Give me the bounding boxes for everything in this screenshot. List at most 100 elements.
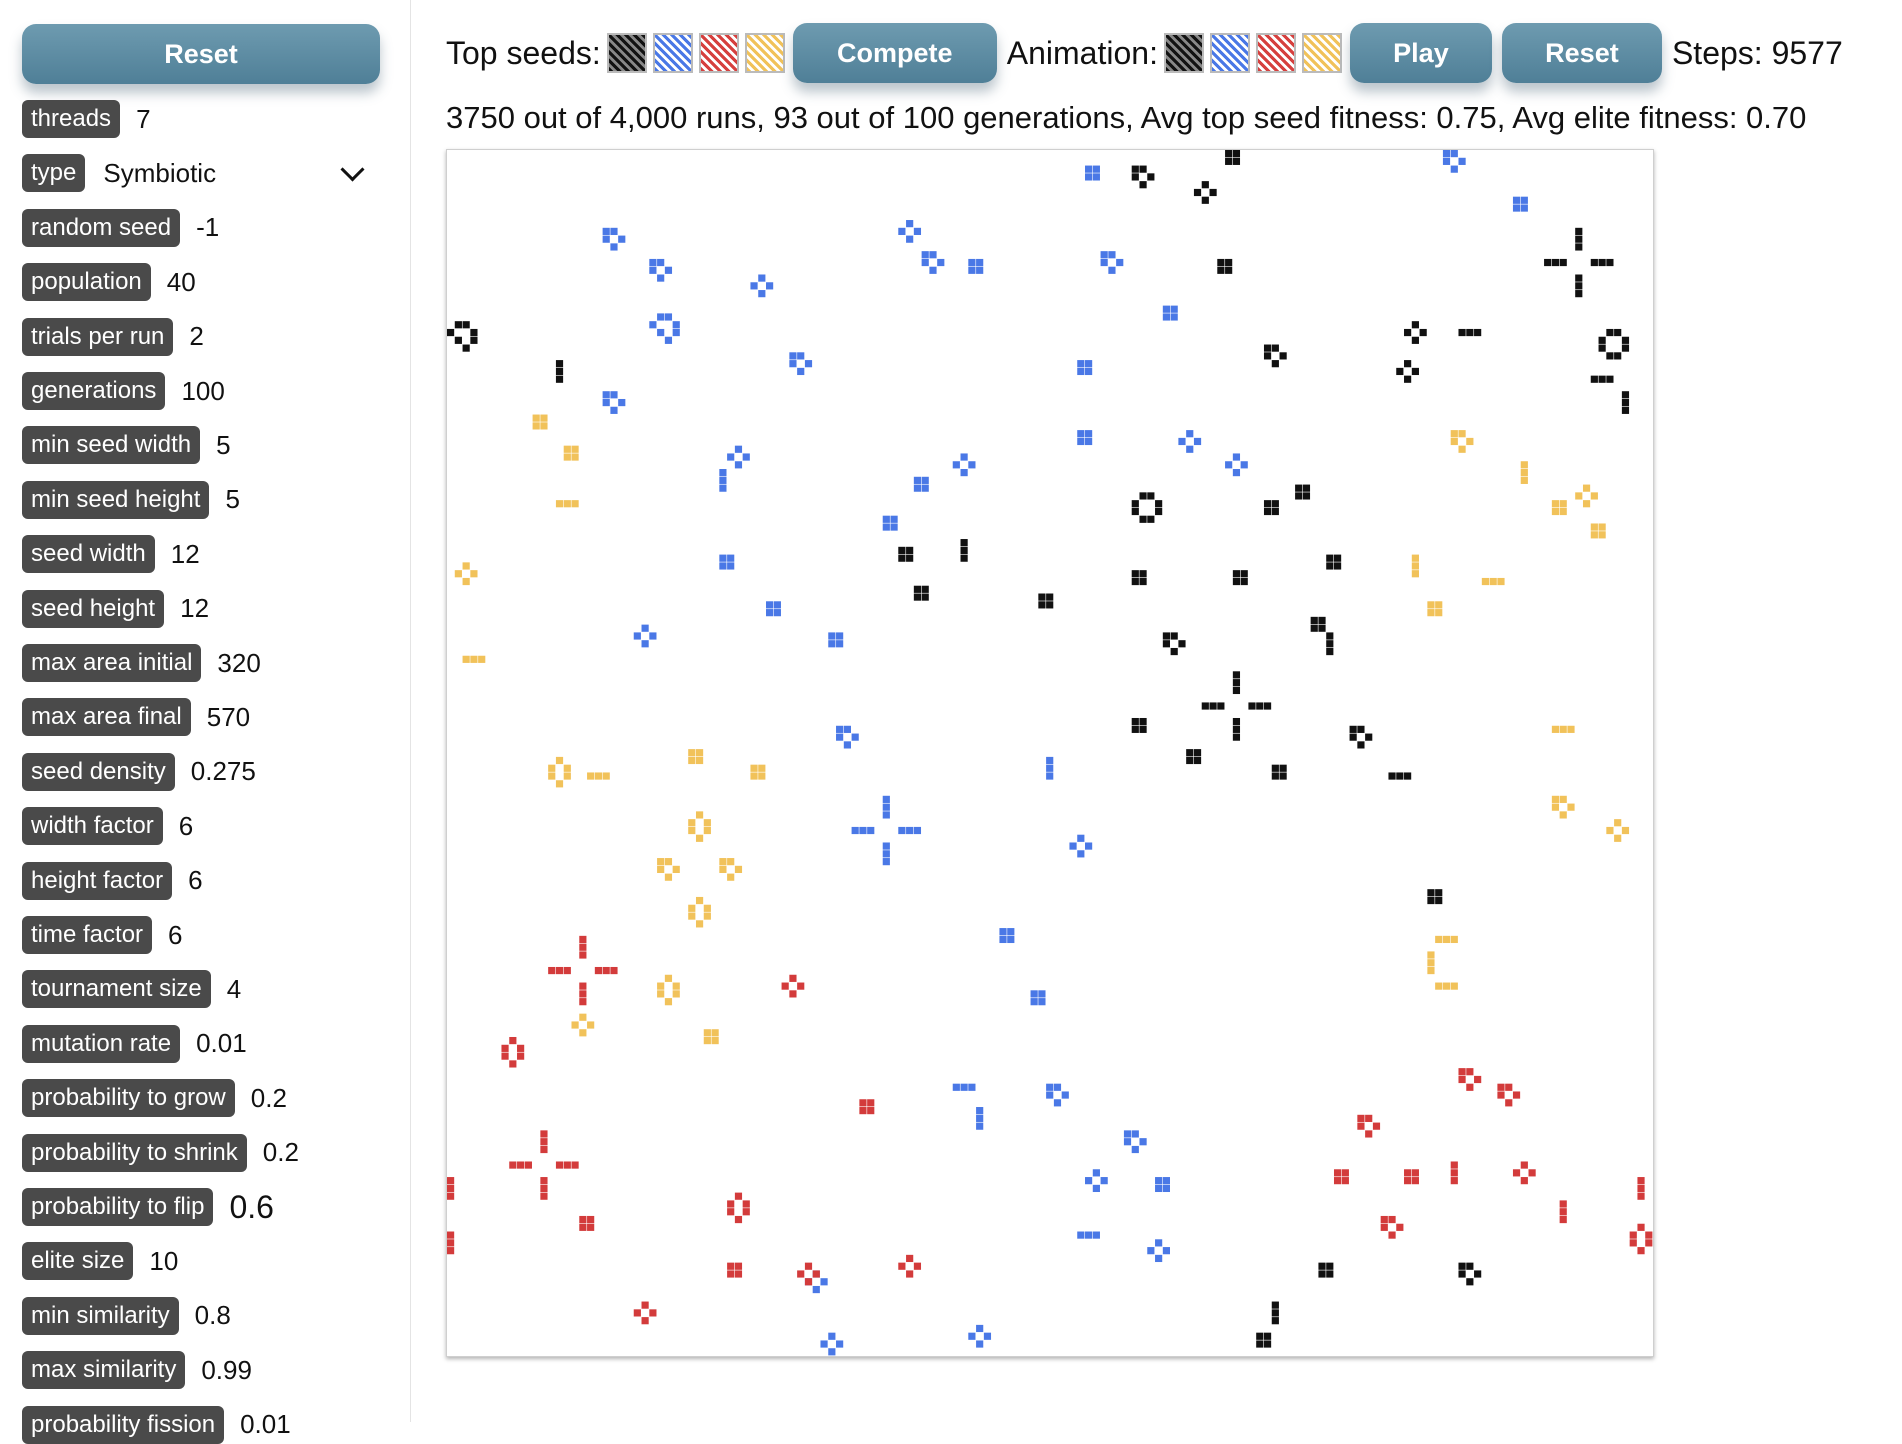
param-label-probability-to-shrink: probability to shrink [22, 1133, 247, 1172]
live-cell [579, 935, 587, 944]
live-cell [1396, 1223, 1404, 1231]
live-cell [1520, 461, 1528, 469]
simulation-board[interactable] [446, 149, 1654, 1357]
live-cell [1162, 313, 1170, 321]
live-cell [1427, 951, 1435, 959]
live-cell [672, 990, 680, 998]
pattern-blue-tub [750, 274, 774, 298]
live-cell [1637, 1184, 1645, 1193]
pattern-black-tub [1193, 181, 1217, 204]
param-value-probability-to-grow[interactable]: 0.2 [250, 1082, 287, 1113]
pattern-blue-block [828, 632, 844, 648]
live-cell [664, 313, 673, 321]
param-value-random-seed[interactable]: -1 [196, 212, 220, 243]
top-seed-yellow-thumbnail[interactable] [744, 33, 785, 73]
live-cell [594, 966, 603, 975]
param-value-max-area-initial[interactable]: 320 [217, 647, 261, 678]
param-value-height-factor[interactable]: 6 [188, 865, 203, 896]
live-cell [867, 1107, 875, 1115]
param-value-min-seed-width[interactable]: 5 [216, 429, 231, 460]
param-value-min-similarity[interactable]: 0.8 [194, 1300, 231, 1331]
top-seed-black-thumbnail[interactable] [606, 33, 647, 73]
live-cell [1053, 1099, 1062, 1107]
param-value-min-seed-height[interactable]: 5 [225, 484, 240, 515]
live-cell [657, 990, 665, 998]
param-value-probability-to-shrink[interactable]: 0.2 [262, 1137, 299, 1168]
type-select[interactable]: Symbiotic [103, 157, 373, 189]
live-cell [1139, 515, 1147, 523]
live-cell [1162, 1247, 1170, 1255]
param-value-mutation-rate[interactable]: 0.01 [196, 1028, 247, 1059]
animation-reset-button[interactable]: Reset [1501, 23, 1662, 83]
live-cell [1092, 165, 1100, 173]
live-cell [587, 1223, 595, 1231]
pattern-blue-block [913, 476, 929, 492]
live-cell [447, 1231, 455, 1239]
pattern-blue-tub [1178, 430, 1202, 453]
param-value-threads[interactable]: 7 [136, 103, 151, 134]
play-button[interactable]: Play [1349, 23, 1492, 83]
live-cell [1326, 554, 1334, 562]
param-value-seed-height[interactable]: 12 [180, 593, 210, 624]
live-cell [1131, 500, 1139, 508]
param-value-probability-to-flip[interactable]: 0.6 [229, 1188, 274, 1225]
param-label-max-area-final: max area final [22, 698, 191, 737]
pattern-black-block [1256, 1332, 1272, 1348]
live-cell [1435, 896, 1443, 905]
live-cell [719, 554, 727, 562]
animation-seed-black-thumbnail[interactable] [1163, 33, 1204, 73]
live-cell [906, 554, 914, 562]
live-cell [1333, 1177, 1342, 1185]
live-cell [1108, 251, 1116, 259]
pattern-red-beehive_v [727, 1192, 750, 1224]
param-value-seed-width[interactable]: 12 [170, 538, 200, 569]
pattern-yellow-vbar [1411, 554, 1419, 578]
pattern-yellow-beehive_v [657, 974, 680, 1006]
live-cell [1466, 1278, 1474, 1286]
live-cell [1435, 982, 1443, 990]
live-cell [1365, 733, 1373, 741]
param-value-trials-per-run[interactable]: 2 [189, 321, 204, 352]
param-value-seed-density[interactable]: 0.275 [190, 756, 256, 787]
live-cell [1645, 1231, 1653, 1239]
animation-seed-blue-thumbnail[interactable] [1209, 33, 1250, 73]
param-label-probability-fission: probability fission [22, 1405, 225, 1444]
param-value-elite-size[interactable]: 10 [149, 1245, 179, 1276]
live-cell [1232, 570, 1241, 578]
live-cell [1606, 352, 1614, 360]
sidebar-reset-button[interactable]: Reset [22, 24, 380, 84]
live-cell [1404, 375, 1412, 383]
pattern-red-tub [781, 974, 805, 998]
pattern-yellow-beehive_v [688, 896, 711, 928]
live-cell [1186, 430, 1194, 438]
live-cell [906, 1254, 914, 1263]
live-cell [1225, 150, 1233, 158]
param-value-time-factor[interactable]: 6 [168, 919, 183, 950]
param-value-tournament-size[interactable]: 4 [226, 973, 242, 1004]
pattern-red-tlight [509, 1130, 579, 1200]
live-cell [555, 966, 564, 975]
live-cell [882, 850, 890, 858]
param-value-max-similarity[interactable]: 0.99 [201, 1354, 252, 1385]
param-value-max-area-final[interactable]: 570 [206, 701, 251, 732]
compete-button[interactable]: Compete [792, 23, 997, 83]
live-cell [727, 1208, 735, 1216]
live-cell [1614, 352, 1622, 360]
live-cell [478, 655, 486, 663]
param-value-probability-fission[interactable]: 0.01 [240, 1409, 291, 1440]
param-value-generations[interactable]: 100 [181, 375, 225, 406]
live-cell [1326, 640, 1334, 648]
animation-seed-yellow-thumbnail[interactable] [1301, 33, 1342, 73]
param-value-width-factor[interactable]: 6 [178, 810, 194, 841]
animation-seed-red-thumbnail[interactable] [1255, 33, 1296, 73]
live-cell [1302, 492, 1311, 500]
param-value-population[interactable]: 40 [166, 266, 196, 297]
live-cell [1046, 1083, 1054, 1091]
top-seed-blue-thumbnail[interactable] [652, 33, 693, 73]
live-cell [1505, 1083, 1513, 1091]
top-seed-red-thumbnail[interactable] [698, 33, 739, 73]
live-cell [1559, 811, 1567, 819]
live-cell [1225, 266, 1233, 274]
pattern-blue-block [1085, 165, 1100, 181]
live-cell [579, 982, 587, 990]
